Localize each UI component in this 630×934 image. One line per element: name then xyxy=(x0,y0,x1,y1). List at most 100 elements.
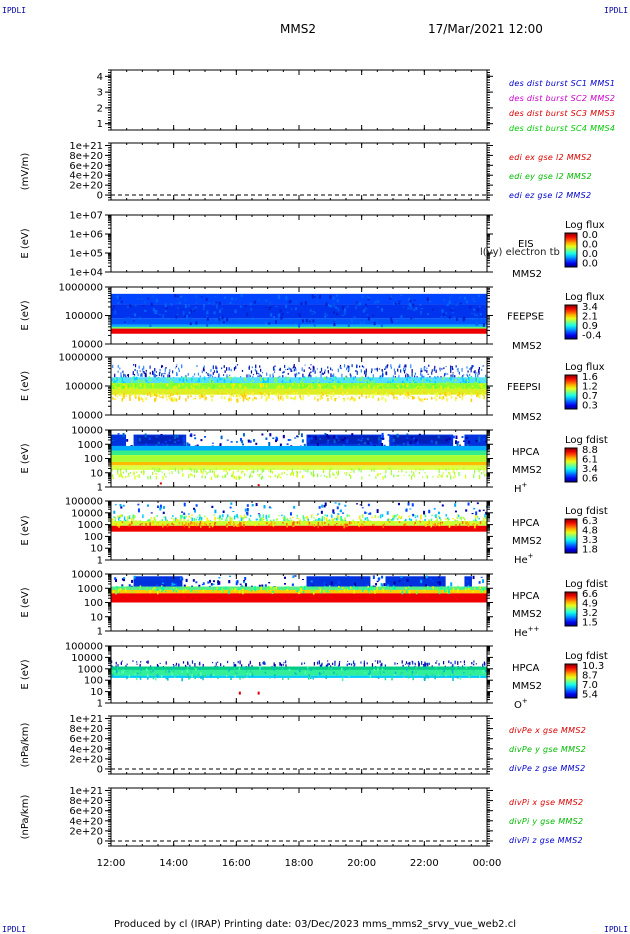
y-tick-label: 1e+05 xyxy=(69,249,103,260)
spectro-speck xyxy=(210,476,213,481)
spectro-speck xyxy=(232,319,235,324)
spectro-speck xyxy=(414,662,416,665)
spectro-speck xyxy=(119,297,122,299)
spectro-speck xyxy=(474,524,476,529)
spectro-speck xyxy=(122,394,124,398)
spectro-speck xyxy=(181,515,183,518)
spectro-speck xyxy=(210,583,213,586)
spectro-speck xyxy=(208,524,211,529)
spectro-speck xyxy=(414,514,416,517)
spectro-speck xyxy=(469,373,471,376)
spectro-speck xyxy=(468,368,471,370)
spectro-speck xyxy=(370,585,373,590)
spectro-speck xyxy=(339,660,341,663)
spectro-speck xyxy=(475,322,478,327)
spectro-speck xyxy=(412,661,414,665)
spectro-speck xyxy=(212,380,215,383)
spectro-speck xyxy=(131,579,134,583)
spectro-speck xyxy=(415,590,418,595)
spectro-speck xyxy=(201,587,204,589)
spectro-speck xyxy=(119,588,122,591)
spectro-speck xyxy=(177,520,180,522)
spectro-speck xyxy=(277,313,280,318)
spectro-speck xyxy=(203,515,206,518)
spectro-speck xyxy=(265,384,268,388)
spectro-speck xyxy=(239,522,242,526)
spectro-speck xyxy=(337,473,339,476)
spectro-speck xyxy=(279,309,282,313)
spectro-speck xyxy=(331,518,333,522)
spectro-speck xyxy=(161,365,163,369)
spectro-speck xyxy=(294,301,297,304)
spectro-speck xyxy=(273,368,275,370)
spectro-speck xyxy=(174,676,176,678)
spectro-speck xyxy=(155,475,157,478)
spectro-speck xyxy=(154,368,156,372)
spectro-speck xyxy=(385,392,388,397)
spectro-speck xyxy=(202,588,204,590)
spectro-speck xyxy=(418,664,420,668)
spectro-speck xyxy=(365,379,367,384)
spectro-speck xyxy=(268,441,271,445)
spectro-speck xyxy=(286,474,288,476)
spectro-speck xyxy=(287,372,289,375)
spectro-speck xyxy=(415,438,418,443)
spectro-speck xyxy=(316,513,319,515)
spectro-speck xyxy=(211,381,214,384)
spectro-speck xyxy=(126,518,129,523)
spectro-speck xyxy=(113,670,116,673)
colorbar-title: Log fdist xyxy=(565,506,608,517)
spectro-speck xyxy=(357,438,360,442)
spectro-speck xyxy=(448,518,450,521)
spectro-speck xyxy=(255,442,258,445)
spectro-speck xyxy=(261,385,264,387)
spectro-speck xyxy=(138,437,141,442)
spectro-speck xyxy=(274,474,276,478)
spectro-speck xyxy=(316,519,319,521)
spectro-speck xyxy=(239,386,242,390)
spectro-speck xyxy=(116,377,118,382)
spectro-speck xyxy=(200,394,203,398)
spectro-speck xyxy=(252,392,255,396)
spectro-speck xyxy=(308,521,311,525)
spectro-speck xyxy=(192,579,195,582)
spectro-speck xyxy=(161,590,163,593)
spectro-speck xyxy=(216,379,219,383)
spectro-speck xyxy=(479,521,482,525)
spectro-speck xyxy=(264,380,267,383)
spacecraft-label: MMS2 xyxy=(512,681,542,692)
spectro-speck xyxy=(389,381,392,385)
spectro-speck xyxy=(146,661,148,663)
spectro-speck xyxy=(317,398,319,402)
spectro-speck xyxy=(321,391,323,394)
spectro-speck xyxy=(273,371,276,373)
spectro-speck xyxy=(450,395,453,399)
spectro-speck xyxy=(268,475,270,477)
spectro-speck xyxy=(207,374,210,377)
spectro-speck xyxy=(317,473,319,478)
date-title: 17/Mar/2021 12:00 xyxy=(428,22,543,36)
spectro-speck xyxy=(327,435,330,439)
spectro-speck xyxy=(172,666,174,671)
spectro-speck xyxy=(191,469,193,472)
spectro-speck xyxy=(162,511,165,515)
spectro-speck xyxy=(448,590,450,595)
spectro-speck xyxy=(189,468,191,470)
spectro-speck xyxy=(482,669,485,674)
spectro-speck xyxy=(173,583,176,586)
spectro-speck xyxy=(279,662,282,666)
spectro-speck xyxy=(291,587,293,590)
spectro-speck xyxy=(361,376,363,380)
spectro-speck xyxy=(118,393,121,396)
spectro-speck xyxy=(422,663,425,666)
spectro-speck xyxy=(277,395,280,400)
spectro-speck xyxy=(281,312,284,316)
spectro-speck xyxy=(204,393,207,396)
spectro-speck xyxy=(242,677,244,679)
spectro-speck xyxy=(337,514,339,519)
panel-frame xyxy=(110,715,488,775)
spectro-speck xyxy=(122,433,125,437)
spectro-speck xyxy=(484,474,486,477)
spectro-speck xyxy=(175,386,177,390)
spectro-speck xyxy=(420,385,422,389)
